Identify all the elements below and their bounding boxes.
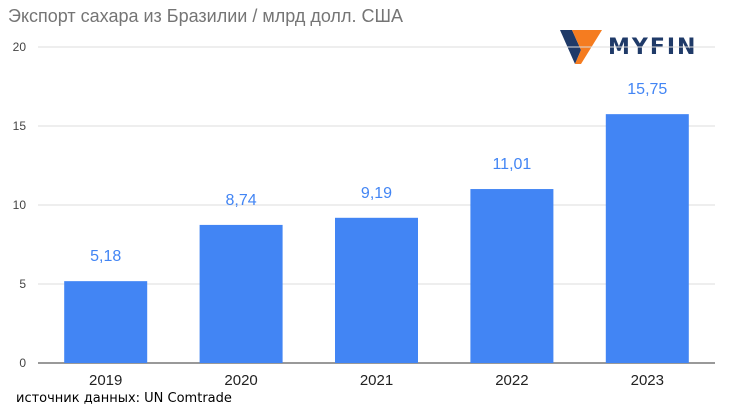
- x-tick-label-2022: 2022: [495, 372, 528, 389]
- y-tick-label: 0: [19, 356, 26, 370]
- x-tick-label-2023: 2023: [631, 372, 664, 389]
- value-label-2019: 5,18: [90, 248, 121, 265]
- x-tick-label-2019: 2019: [89, 372, 122, 389]
- y-tick-label: 10: [13, 198, 27, 212]
- bar-2020: [199, 224, 283, 363]
- value-label-2022: 11,01: [492, 156, 531, 173]
- chart-title: Экспорт сахара из Бразилии / млрд долл. …: [8, 6, 403, 26]
- y-tick-label: 5: [19, 277, 26, 291]
- value-label-2020: 8,74: [226, 192, 257, 209]
- value-labels: 5,18 8,74 9,19 11,01 15,75: [90, 81, 667, 265]
- bar-2022: [470, 189, 554, 363]
- bar-2019: [64, 281, 148, 363]
- value-label-2023: 15,75: [627, 81, 667, 98]
- source-note: источник данных: UN Comtrade: [16, 391, 232, 406]
- x-axis-ticks: 2019 2020 2021 2022 2023: [89, 372, 664, 389]
- y-axis-ticks: 0 5 10 15 20: [13, 40, 27, 370]
- y-tick-label: 20: [13, 40, 27, 54]
- bars: [64, 114, 689, 364]
- value-label-2021: 9,19: [361, 185, 392, 202]
- y-tick-label: 15: [13, 119, 27, 133]
- x-tick-label-2020: 2020: [224, 372, 257, 389]
- bar-2021: [335, 217, 418, 363]
- bar-2023: [605, 114, 689, 364]
- x-tick-label-2021: 2021: [360, 372, 393, 389]
